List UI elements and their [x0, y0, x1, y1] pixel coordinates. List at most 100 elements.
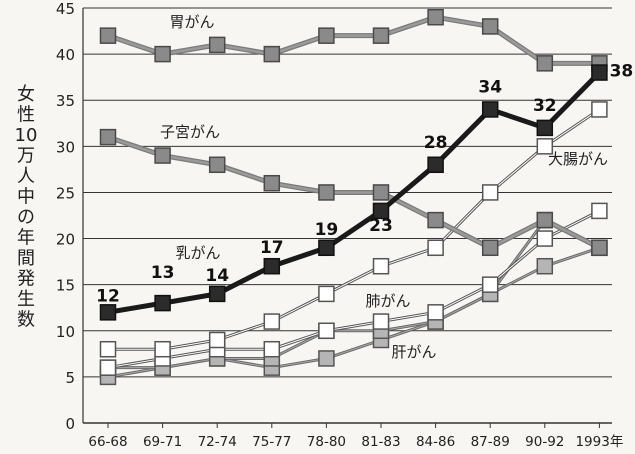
- y-tick-label: 30: [56, 138, 75, 156]
- data-label: 14: [205, 266, 229, 286]
- data-label: 28: [424, 133, 448, 153]
- data-point: [263, 313, 281, 330]
- y-axis-title-char: 中: [17, 187, 35, 208]
- data-point: [99, 340, 117, 358]
- x-tick-label: 72-74: [198, 434, 237, 450]
- data-point: [99, 128, 117, 146]
- data-point: [427, 8, 444, 26]
- y-tick-label: 25: [56, 184, 75, 202]
- data-point: [427, 239, 444, 257]
- data-point: [427, 304, 444, 321]
- series-line: [107, 246, 600, 379]
- data-point: [481, 18, 499, 35]
- x-tick-label: 75-77: [252, 434, 291, 450]
- data-point: [99, 304, 117, 321]
- data-point: [99, 27, 117, 44]
- data-point: [372, 257, 390, 275]
- y-axis-title-char: 10: [15, 125, 38, 146]
- data-point: [263, 340, 281, 358]
- y-axis-title-char: 女: [17, 84, 35, 105]
- data-label: 12: [96, 286, 120, 306]
- x-tick-label: 1993年: [575, 434, 623, 450]
- data-point: [481, 276, 499, 293]
- data-point: [481, 184, 499, 201]
- data-point: [318, 285, 335, 303]
- series-name-label: 子宮がん: [160, 123, 220, 141]
- series-name-label: 胃がん: [169, 13, 214, 31]
- series-line-highlight: [107, 247, 600, 378]
- data-point: [154, 45, 171, 63]
- data-point: [372, 202, 390, 220]
- y-tick-label: 40: [56, 46, 75, 64]
- data-point: [318, 322, 335, 340]
- series-line-highlight: [107, 135, 600, 250]
- series-line-highlight: [107, 210, 600, 369]
- series-name-label: 乳がん: [175, 244, 220, 262]
- data-label: 32: [533, 96, 557, 116]
- series-line-highlight: [108, 109, 600, 350]
- data-point: [372, 313, 390, 330]
- y-axis-title-char: 数: [17, 310, 35, 331]
- data-label: 34: [478, 77, 502, 97]
- y-tick-label: 15: [56, 277, 75, 295]
- series-line-highlight: [108, 219, 600, 369]
- data-point: [536, 211, 554, 229]
- data-point: [208, 285, 226, 303]
- y-tick-label: 0: [65, 415, 75, 433]
- y-axis-title-char: 発: [17, 269, 35, 290]
- y-tick-label: 45: [56, 0, 75, 18]
- series-name-label: 大腸がん: [548, 150, 608, 168]
- series-line-highlight: [107, 15, 600, 65]
- data-point: [318, 350, 335, 367]
- y-axis-title-char: の: [17, 207, 35, 228]
- y-axis-title-char: 年: [17, 228, 35, 249]
- data-point: [536, 119, 554, 137]
- x-tick-label: 90-92: [525, 434, 564, 450]
- y-axis-title-char: 人: [17, 166, 35, 187]
- y-tick-label: 10: [56, 323, 75, 341]
- y-axis-title-char: 生: [17, 289, 35, 310]
- series-name-label: 肺がん: [365, 292, 410, 310]
- series-line: [107, 209, 601, 370]
- y-axis-title-char: 性: [17, 105, 35, 126]
- data-point: [591, 202, 608, 220]
- x-tick-label: 87-89: [471, 434, 510, 450]
- y-tick-label: 20: [56, 231, 75, 249]
- series-name-label: 肝がん: [391, 343, 436, 361]
- data-point: [591, 64, 608, 81]
- x-tick-label: 84-86: [416, 434, 455, 450]
- data-point: [427, 211, 444, 229]
- x-tick-label: 66-68: [88, 434, 127, 450]
- data-point: [372, 27, 390, 44]
- data-point: [208, 331, 226, 349]
- data-point: [427, 156, 444, 174]
- data-point: [208, 156, 226, 174]
- data-point: [536, 230, 554, 247]
- data-label: 17: [260, 238, 284, 258]
- y-tick-label: 35: [56, 92, 75, 110]
- y-tick-label: 5: [65, 369, 75, 387]
- data-point: [372, 184, 390, 201]
- x-tick-label: 81-83: [361, 434, 400, 450]
- data-point: [481, 101, 499, 118]
- x-tick-label: 69-71: [143, 434, 182, 450]
- x-tick-label: 78-80: [307, 434, 346, 450]
- data-point: [318, 239, 335, 257]
- data-point: [536, 55, 554, 72]
- data-point: [591, 239, 608, 257]
- data-point: [208, 36, 226, 54]
- data-label: 19: [315, 220, 339, 240]
- data-point: [263, 174, 281, 192]
- y-axis-title-char: 万: [17, 146, 35, 167]
- data-point: [154, 294, 171, 312]
- data-point: [154, 340, 171, 358]
- data-point: [536, 257, 554, 275]
- y-axis-title-char: 間: [17, 248, 35, 269]
- data-point: [318, 184, 335, 201]
- data-point: [318, 27, 335, 44]
- data-label: 38: [610, 62, 634, 82]
- series-line: [107, 70, 602, 315]
- data-point: [263, 257, 281, 275]
